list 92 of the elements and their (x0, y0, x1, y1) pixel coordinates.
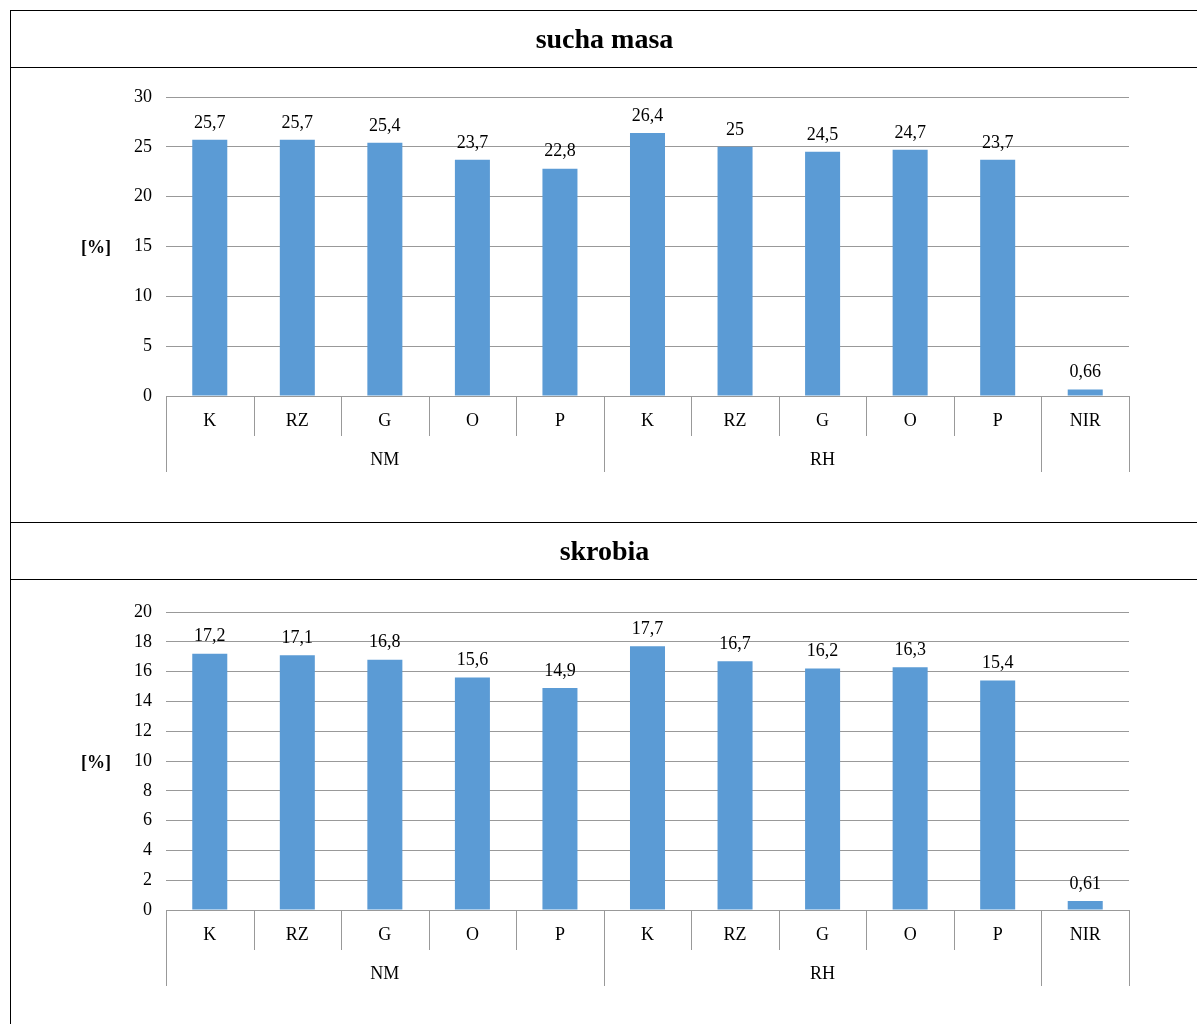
bar (279, 139, 315, 396)
x-tick-label: RZ (285, 409, 309, 430)
data-label: 23,7 (981, 131, 1014, 152)
y-tick-label: 4 (143, 839, 152, 860)
x-tick-label: O (465, 923, 479, 944)
x-tick-label: O (903, 409, 917, 430)
bar (454, 677, 490, 910)
y-tick-label: 10 (134, 285, 152, 306)
x-tick-label: K (641, 923, 654, 944)
y-tick-label: 25 (134, 135, 152, 156)
bar (454, 159, 490, 396)
y-tick-label: 30 (134, 85, 152, 106)
y-tick-label: 0 (143, 384, 152, 405)
bar (192, 653, 228, 910)
x-tick-label: K (203, 409, 217, 430)
text: NM (370, 962, 400, 983)
data-label: 26,4 (631, 104, 664, 125)
text: RH (810, 962, 836, 983)
x-tick-label: P (992, 923, 1003, 944)
data-label: 16,3 (894, 638, 926, 659)
x-tick-label: G (816, 923, 830, 944)
data-label: 17,2 (194, 625, 226, 646)
y-tick-label: 6 (143, 809, 152, 830)
data-label: 0,66 (1069, 361, 1101, 382)
data-label: 15,6 (456, 649, 489, 670)
text: RH (810, 448, 836, 469)
x-tick-label: G (816, 409, 830, 430)
data-label: 24,5 (806, 123, 839, 144)
bar (1067, 900, 1103, 910)
x-tick-label: RZ (285, 923, 309, 944)
y-tick-label: 20 (134, 600, 152, 621)
chart-title: skrobia (11, 522, 1197, 580)
y-tick-label: 0 (143, 898, 152, 919)
bar (542, 168, 578, 396)
x-tick-label: G (378, 923, 392, 944)
bar (892, 667, 928, 910)
data-label: 17,7 (631, 618, 664, 638)
data-label: 25,4 (369, 114, 401, 135)
data-label: 0,61 (1069, 872, 1101, 893)
x-tick-label: P (554, 409, 565, 430)
bar (717, 146, 753, 396)
bar (367, 659, 403, 910)
x-tick-label: O (465, 409, 479, 430)
y-tick-label: 2 (143, 868, 152, 889)
y-tick-label: 8 (143, 779, 152, 800)
bar (892, 149, 928, 396)
y-tick-label: 10 (134, 749, 152, 770)
bar (805, 668, 841, 910)
y-tick-label: 5 (143, 334, 152, 355)
y-tick-label: 18 (134, 630, 152, 651)
bar (629, 646, 666, 910)
bar (980, 159, 1016, 396)
x-tick-label: NIR (1069, 923, 1101, 944)
data-label: 25,7 (281, 111, 314, 132)
y-tick-label: 16 (134, 660, 152, 681)
x-tick-label: K (641, 409, 654, 430)
bar (542, 687, 578, 910)
x-tick-label: RZ (723, 409, 747, 430)
x-tick-label: K (203, 923, 217, 944)
data-label: 17,1 (281, 626, 314, 647)
data-label: 14,9 (544, 659, 576, 680)
data-label: 16,7 (719, 632, 751, 653)
data-label: 25,7 (194, 111, 226, 132)
bar (717, 661, 753, 910)
bar (279, 655, 315, 910)
bar (629, 132, 666, 396)
bar (192, 139, 228, 396)
y-tick-label: 20 (134, 185, 152, 206)
y-axis-title: [%] (81, 237, 111, 258)
data-label: 23,7 (456, 131, 489, 152)
bar (980, 680, 1016, 910)
y-tick-label: 15 (134, 235, 152, 256)
x-tick-label: NIR (1069, 409, 1101, 430)
data-label: 16,8 (369, 631, 401, 652)
y-axis-title: [%] (81, 751, 111, 772)
chart-title: sucha masa (11, 10, 1197, 68)
y-tick-label: 14 (134, 690, 152, 711)
bar (1067, 389, 1103, 396)
y-tick-label: 12 (134, 719, 152, 740)
data-label: 24,7 (894, 121, 926, 142)
x-tick-label: O (903, 923, 917, 944)
bar (805, 151, 841, 396)
data-label: 25 (726, 118, 745, 139)
text: NM (370, 448, 400, 469)
x-tick-label: G (378, 409, 392, 430)
bar (367, 142, 403, 396)
x-tick-label: RZ (723, 923, 747, 944)
data-label: 15,4 (981, 652, 1014, 673)
x-tick-label: P (992, 409, 1003, 430)
data-label: 22,8 (544, 140, 576, 161)
data-label: 16,2 (806, 640, 839, 661)
x-tick-label: P (554, 923, 565, 944)
